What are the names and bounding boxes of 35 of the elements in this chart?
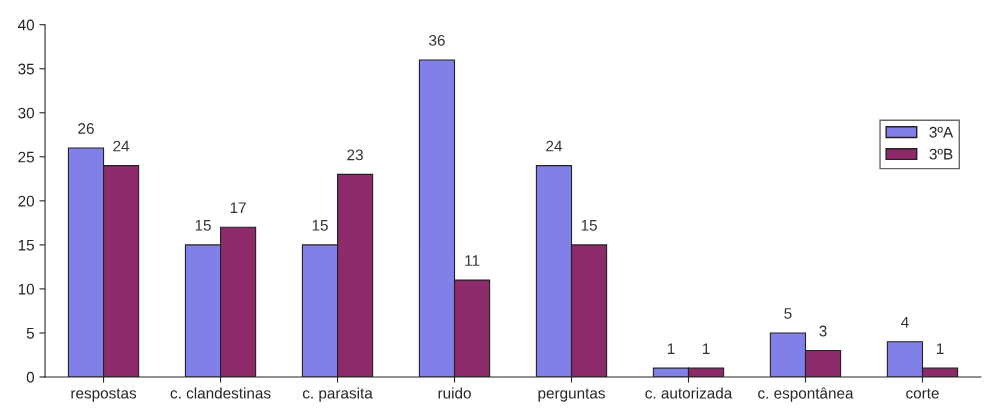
data-label: 15	[195, 220, 211, 231]
y-tick-label: 15	[18, 239, 34, 251]
y-tick-label: 0	[26, 371, 35, 383]
data-label: 24	[113, 140, 130, 152]
data-label: 5	[784, 308, 792, 319]
data-label: 36	[429, 35, 445, 46]
y-tick-label: 20	[18, 195, 35, 207]
x-tick-label: c. espontânea	[758, 387, 854, 402]
data-label: 23	[347, 149, 363, 161]
data-label: 1	[667, 343, 675, 354]
data-label: 15	[312, 220, 328, 231]
y-tick-label: 5	[26, 327, 34, 339]
data-label: 1	[936, 343, 944, 354]
data-label: 1	[702, 343, 710, 354]
x-tick-label: ruido	[438, 387, 471, 399]
data-label: 3	[819, 325, 827, 337]
y-tick-label: 35	[18, 63, 34, 75]
y-tick-label: 40	[17, 19, 35, 31]
y-tick-label: 25	[18, 151, 34, 163]
y-tick-label: 10	[18, 283, 35, 295]
data-label: 24	[546, 140, 563, 152]
data-label: 26	[78, 123, 94, 134]
x-tick-label: corte	[906, 388, 939, 399]
x-tick-label: c. clandestinas	[170, 387, 271, 399]
data-label: 17	[230, 202, 246, 213]
data-label: 15	[581, 220, 597, 231]
data-label: 4	[901, 316, 909, 328]
data-label: 11	[465, 255, 480, 266]
x-tick-label: respostas	[71, 388, 137, 402]
x-tick-label: c. parasita	[302, 387, 373, 402]
x-tick-label: c. autorizada	[645, 387, 733, 399]
legend-label: 3ºA	[929, 126, 954, 138]
y-tick-label: 30	[18, 107, 35, 119]
x-tick-label: perguntas	[538, 388, 605, 402]
legend-label: 3ºB	[929, 148, 953, 160]
